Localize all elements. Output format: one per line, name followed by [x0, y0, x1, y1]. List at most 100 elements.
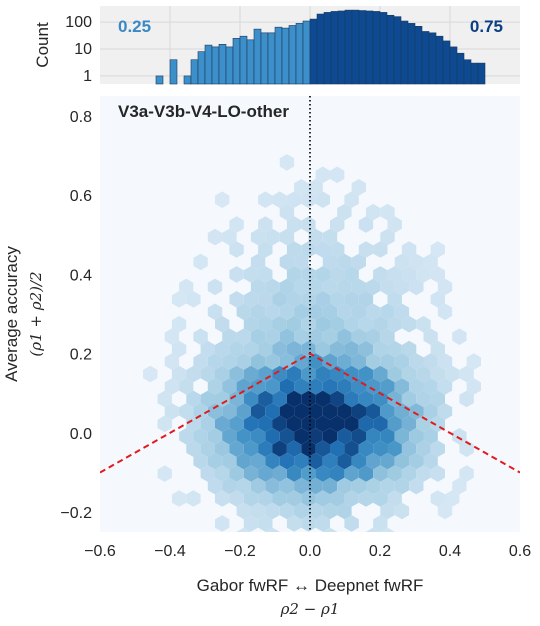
- hexbin-cell: [222, 328, 237, 345]
- hexbin-cell: [330, 465, 345, 482]
- histogram-bar: [204, 44, 213, 85]
- hexbin-cell: [250, 328, 266, 345]
- hexbin-cell: [200, 365, 215, 383]
- hexbin-cell: [358, 291, 374, 308]
- hexbin-cell: [315, 191, 330, 208]
- hexbin-cell: [229, 415, 244, 433]
- hexbin-cell: [186, 365, 201, 383]
- hexbin-cell: [301, 241, 316, 258]
- hexbin-cell: [236, 452, 251, 470]
- hexbin-cell: [279, 477, 295, 495]
- hexbin-cell: [279, 303, 295, 321]
- hexbin-cell: [258, 390, 273, 408]
- hexbin-cell: [258, 241, 273, 258]
- hexbin-cell: [186, 490, 201, 507]
- hexbin-cell: [452, 428, 467, 445]
- hexbin-cell: [157, 415, 172, 433]
- hexbin-cell: [286, 490, 302, 507]
- hexbin-cell: [308, 353, 323, 370]
- hexbin-cell: [315, 166, 330, 184]
- hexbin-cell: [279, 502, 295, 520]
- hexbin-cell: [330, 390, 345, 408]
- hexbin-cell: [401, 340, 417, 358]
- hexbin-cell: [337, 203, 352, 221]
- hexbin-cell: [157, 465, 172, 482]
- hexbin-cell: [250, 228, 266, 246]
- x-axis-math-label: ρ2 − ρ1: [280, 600, 340, 618]
- chance-boundary-line: [100, 352, 520, 474]
- hexbin-cell: [215, 465, 230, 482]
- hexbin-cell: [258, 340, 273, 358]
- hexbin-cell: [366, 303, 381, 321]
- hexbin-cell: [430, 490, 445, 507]
- hexbin-cell: [179, 278, 194, 296]
- hexbin-cell: [409, 477, 424, 495]
- hexbin-cell: [265, 403, 280, 420]
- hexbin-cell: [308, 278, 323, 296]
- hexbin-cell: [358, 390, 374, 408]
- hexbin-cell: [330, 415, 345, 433]
- hexbin-cell: [286, 291, 302, 308]
- hexbin-cell: [171, 291, 187, 308]
- hexbin-cell: [229, 440, 244, 457]
- x-tick-label: 0.4: [439, 543, 461, 560]
- hexbin-cell: [243, 415, 259, 433]
- hexbin-cell: [322, 378, 338, 395]
- hexbin-cell: [416, 440, 431, 457]
- hexbin-cell: [430, 465, 445, 482]
- hexbin-cell: [193, 428, 208, 445]
- hexbin-cell: [366, 403, 381, 420]
- histogram-bar: [246, 39, 255, 85]
- hexbin-cell: [265, 278, 280, 296]
- hexbin-cell: [222, 428, 237, 445]
- hexbin-cell: [250, 502, 266, 520]
- histogram-bar: [197, 51, 206, 85]
- hexbin-cell: [401, 266, 417, 283]
- hexbin-cell: [301, 440, 316, 457]
- hexbin-cell: [322, 428, 338, 445]
- hexbin-cell: [301, 465, 316, 482]
- hexbin-cell: [265, 502, 280, 520]
- histogram-bar: [386, 14, 395, 85]
- y-tick-label: −0.2: [60, 505, 92, 522]
- hexbin-cell: [207, 403, 223, 420]
- hexbin-cell: [351, 278, 366, 296]
- hexbin-cell: [265, 477, 280, 495]
- hexbin-cell: [229, 266, 244, 283]
- hexbin-cell: [207, 228, 223, 246]
- hexbin-cell: [437, 303, 453, 321]
- hexbin-cell: [445, 490, 460, 507]
- hexbin-cell: [394, 502, 410, 520]
- hexbin-cell: [315, 315, 330, 333]
- hexbin-cell: [308, 502, 323, 520]
- hexbin-cell: [279, 353, 295, 370]
- hexbin-cell: [366, 278, 381, 296]
- hexbin-cell: [366, 328, 381, 345]
- hexbin-cell: [279, 154, 295, 171]
- hexbin-cell: [200, 390, 215, 408]
- hexbin-cell: [222, 403, 237, 420]
- hexbin-cell: [330, 166, 345, 184]
- hexbin-cell: [322, 278, 338, 296]
- x-tick-label: −0.2: [224, 543, 256, 560]
- hexbin-cell: [351, 253, 366, 271]
- hexbin-cell: [157, 390, 172, 408]
- hexbin-cell: [164, 378, 180, 395]
- hexbin-cell: [250, 378, 266, 395]
- hexbin-cell: [250, 428, 266, 445]
- hexbin-cell: [286, 315, 302, 333]
- hexbin-cell: [380, 353, 395, 370]
- hexbin-cell: [286, 266, 302, 283]
- hexbin-cell: [229, 365, 244, 383]
- hexbin-cell: [344, 515, 359, 532]
- hexbin-cell: [330, 340, 345, 358]
- hexbin-cell: [344, 415, 359, 433]
- hexbin-cell: [265, 353, 280, 370]
- hexbin-cell: [344, 191, 359, 208]
- hexbin-cell: [308, 328, 323, 345]
- hexbin-cell: [330, 266, 345, 283]
- hexbin-cell: [243, 315, 259, 333]
- hexbin-cell: [315, 415, 330, 433]
- hexbin-cell: [193, 452, 208, 470]
- hexbin-cell: [322, 452, 338, 470]
